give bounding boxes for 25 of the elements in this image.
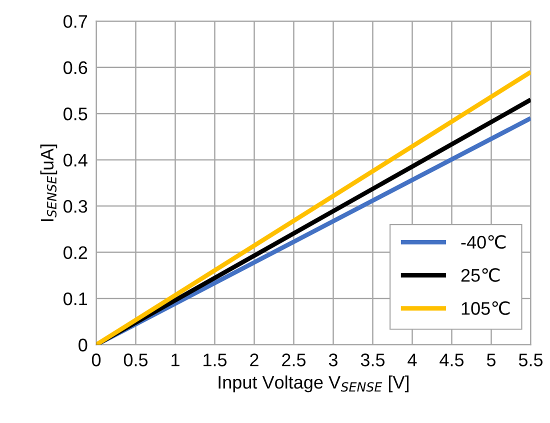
legend-label: 105℃ bbox=[462, 301, 510, 315]
y-axis-title: I$_{SENSE}$[uA] bbox=[40, 144, 58, 221]
x-axis-title: Input Voltage V$_{SENSE}$ [V] bbox=[218, 375, 408, 392]
x-tick-label: 1.5 bbox=[204, 354, 227, 366]
x-tick-label: 0.5 bbox=[124, 354, 148, 366]
x-tick-label: 4.5 bbox=[440, 354, 464, 366]
y-tick-label: 0.7 bbox=[64, 15, 88, 28]
x-tick-label: 3 bbox=[328, 354, 338, 366]
y-tick-label: 0.6 bbox=[64, 61, 88, 74]
legend-label: 25℃ bbox=[461, 268, 500, 282]
y-tick-label: 0.5 bbox=[64, 108, 88, 120]
x-tick-label: 3.5 bbox=[360, 354, 385, 366]
y-tick-label: 0.2 bbox=[64, 246, 88, 260]
x-tick-label: 0 bbox=[92, 354, 101, 366]
y-tick-label: 0.4 bbox=[64, 154, 88, 167]
legend-label: -40℃ bbox=[461, 235, 506, 249]
x-tick-label: 1 bbox=[172, 354, 180, 366]
x-tick-label: 2.5 bbox=[282, 354, 306, 366]
y-tick-label: 0.1 bbox=[64, 292, 88, 306]
y-tick-label: 0.3 bbox=[64, 200, 88, 213]
x-tick-label: 2 bbox=[250, 354, 258, 366]
x-tick-label: 5 bbox=[486, 354, 496, 366]
y-tick-label: 0 bbox=[78, 338, 88, 352]
x-tick-label: 4 bbox=[408, 354, 417, 366]
x-tick-label: 5.5 bbox=[518, 354, 543, 366]
